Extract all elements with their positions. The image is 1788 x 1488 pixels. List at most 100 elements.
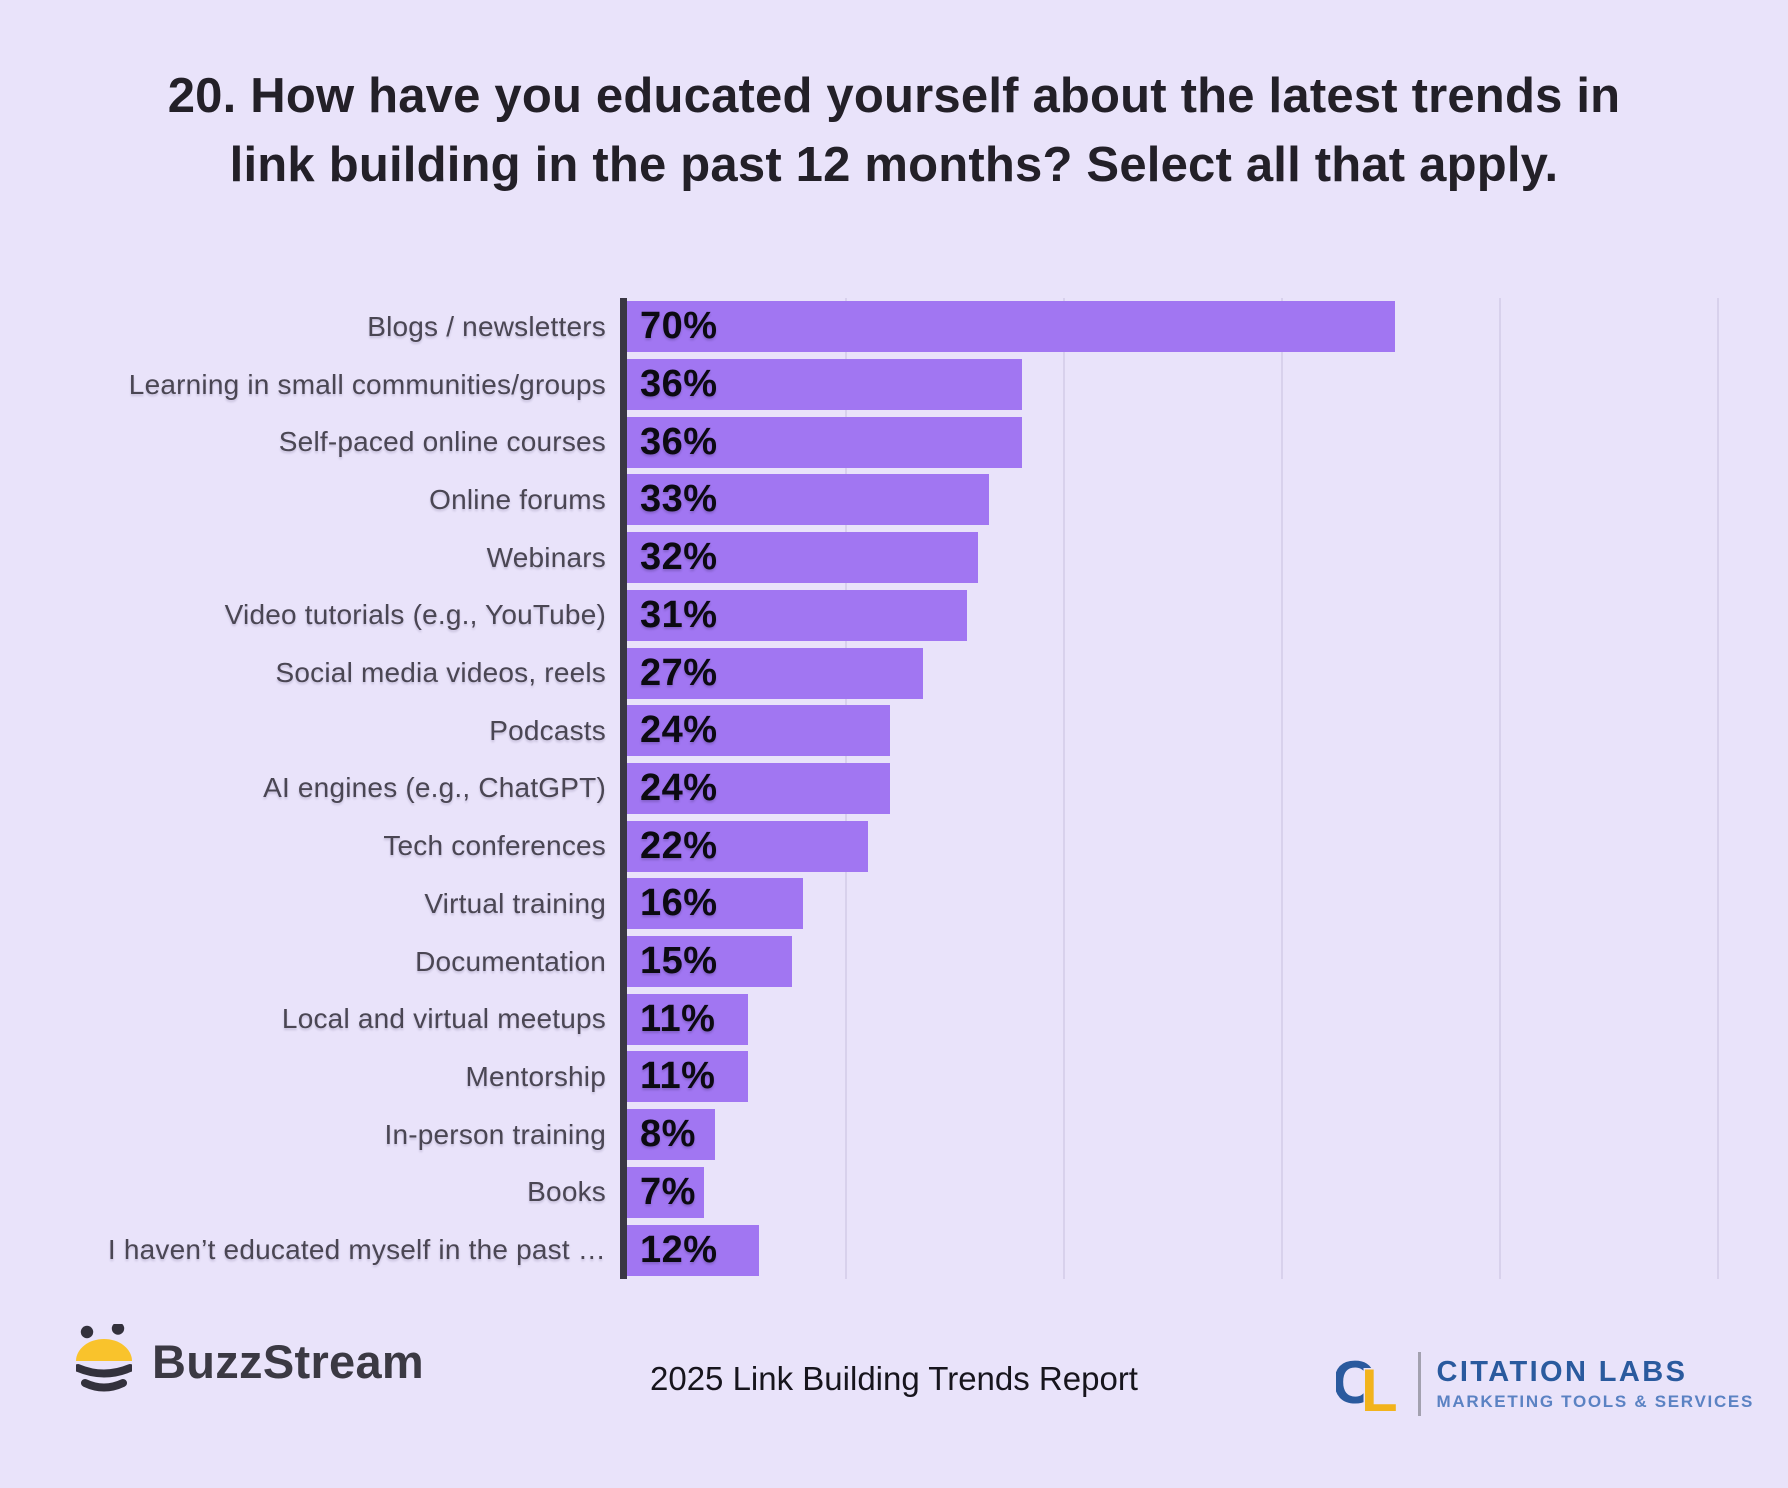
bar-track: 24%: [627, 702, 1768, 760]
buzzstream-logo: BuzzStream: [76, 1324, 424, 1398]
category-label: Online forums: [429, 483, 606, 515]
bar: 70%: [627, 301, 1395, 353]
bar-track: 27%: [627, 644, 1768, 702]
value-label: 31%: [640, 593, 718, 636]
bee-icon: [76, 1324, 132, 1392]
bar: 36%: [627, 416, 1022, 468]
chart-row: Virtual training 16%: [0, 875, 1788, 933]
category-label: Tech conferences: [383, 830, 606, 862]
bar-track: 12%: [627, 1221, 1768, 1279]
bar-track: 7%: [627, 1164, 1768, 1222]
bar: 11%: [627, 1051, 748, 1103]
chart-row: Mentorship 11%: [0, 1048, 1788, 1106]
bar: 31%: [627, 589, 968, 641]
citationlabs-text: CITATION LABS MARKETING TOOLS & SERVICES: [1437, 1356, 1755, 1412]
bar: 15%: [627, 936, 792, 988]
value-label: 36%: [640, 420, 718, 463]
chart-row: Video tutorials (e.g., YouTube) 31%: [0, 587, 1788, 645]
bar-track: 36%: [627, 356, 1768, 414]
chart-row: Books 7%: [0, 1164, 1788, 1222]
chart-row: Learning in small communities/groups 36%: [0, 356, 1788, 414]
bar-track: 11%: [627, 1048, 1768, 1106]
chart-row: Tech conferences 22%: [0, 817, 1788, 875]
bar: 32%: [627, 532, 979, 584]
bar: 27%: [627, 647, 924, 699]
y-axis-line: [620, 298, 627, 1279]
value-label: 15%: [640, 940, 718, 983]
bar: 33%: [627, 474, 990, 526]
category-label: Local and virtual meetups: [281, 1003, 606, 1035]
bar-track: 11%: [627, 990, 1768, 1048]
category-label: I haven’t educated myself in the past …: [107, 1234, 606, 1266]
category-label: Books: [527, 1176, 606, 1208]
value-label: 33%: [640, 478, 718, 521]
bar: 22%: [627, 820, 869, 872]
bar-track: 70%: [627, 298, 1768, 356]
logo-divider: [1417, 1352, 1421, 1416]
value-label: 11%: [640, 1055, 716, 1098]
value-label: 22%: [640, 824, 718, 867]
value-label: 16%: [640, 882, 718, 925]
value-label: 36%: [640, 363, 718, 406]
chart-row: In-person training 8%: [0, 1106, 1788, 1164]
value-label: 24%: [640, 709, 718, 752]
chart-row: Blogs / newsletters 70%: [0, 298, 1788, 356]
page-title: 20. How have you educated yourself about…: [167, 69, 1621, 192]
bar: 12%: [627, 1224, 759, 1276]
bar: 11%: [627, 993, 748, 1045]
category-label: Social media videos, reels: [275, 657, 606, 689]
chart-rows: Blogs / newsletters 70% Learning in small …: [0, 298, 1788, 1279]
bar-chart: Blogs / newsletters 70% Learning in small …: [0, 298, 1788, 1279]
bar: 7%: [627, 1166, 704, 1218]
bar-track: 33%: [627, 471, 1768, 529]
bar-track: 8%: [627, 1106, 1768, 1164]
bar-track: 15%: [627, 933, 1768, 991]
bar-track: 32%: [627, 529, 1768, 587]
value-label: 11%: [640, 997, 716, 1040]
citationlabs-tagline: MARKETING TOOLS & SERVICES: [1436, 1392, 1754, 1411]
gridline: [1717, 298, 1720, 1279]
bar: 24%: [627, 762, 891, 814]
report-title: 2025 Link Building Trends Report: [650, 1360, 1138, 1397]
bar-track: 24%: [627, 760, 1768, 818]
chart-row: Documentation 15%: [0, 933, 1788, 991]
citationlabs-name: CITATION LABS: [1436, 1356, 1688, 1388]
value-label: 27%: [640, 651, 718, 694]
bar: 36%: [627, 359, 1022, 411]
category-label: Mentorship: [465, 1060, 606, 1092]
category-label: Webinars: [486, 541, 606, 573]
citationlabs-logo: C L CITATION LABS MARKETING TOOLS & SERV…: [1336, 1352, 1755, 1416]
bar: 8%: [627, 1109, 715, 1161]
value-label: 32%: [640, 536, 718, 579]
category-label: AI engines (e.g., ChatGPT): [263, 772, 606, 804]
category-label: Learning in small communities/groups: [128, 368, 606, 400]
category-label: Blogs / newsletters: [367, 310, 606, 342]
value-label: 24%: [640, 766, 718, 809]
bar: 24%: [627, 705, 891, 757]
bar-track: 36%: [627, 413, 1768, 471]
value-label: 70%: [640, 305, 718, 348]
chart-row: Podcasts 24%: [0, 702, 1788, 760]
chart-row: Webinars 32%: [0, 529, 1788, 587]
value-label: 8%: [640, 1113, 696, 1156]
bar-track: 31%: [627, 587, 1768, 645]
value-label: 12%: [640, 1228, 718, 1271]
svg-text:L: L: [1361, 1357, 1398, 1413]
chart-row: Self-paced online courses 36%: [0, 413, 1788, 471]
bar-track: 22%: [627, 817, 1768, 875]
gridline: [1499, 298, 1502, 1279]
category-label: In-person training: [384, 1118, 606, 1150]
chart-row: Online forums 33%: [0, 471, 1788, 529]
category-label: Self-paced online courses: [278, 426, 606, 458]
chart-row: Local and virtual meetups 11%: [0, 990, 1788, 1048]
chart-row: Social media videos, reels 27%: [0, 644, 1788, 702]
bar-track: 16%: [627, 875, 1768, 933]
bar: 16%: [627, 878, 803, 930]
category-label: Documentation: [415, 945, 606, 977]
value-label: 7%: [640, 1170, 696, 1213]
category-label: Virtual training: [424, 887, 606, 919]
chart-row: I haven’t educated myself in the past … 1…: [0, 1221, 1788, 1279]
gridline: [1063, 298, 1066, 1279]
svg-text:C: C: [1336, 1355, 1375, 1413]
